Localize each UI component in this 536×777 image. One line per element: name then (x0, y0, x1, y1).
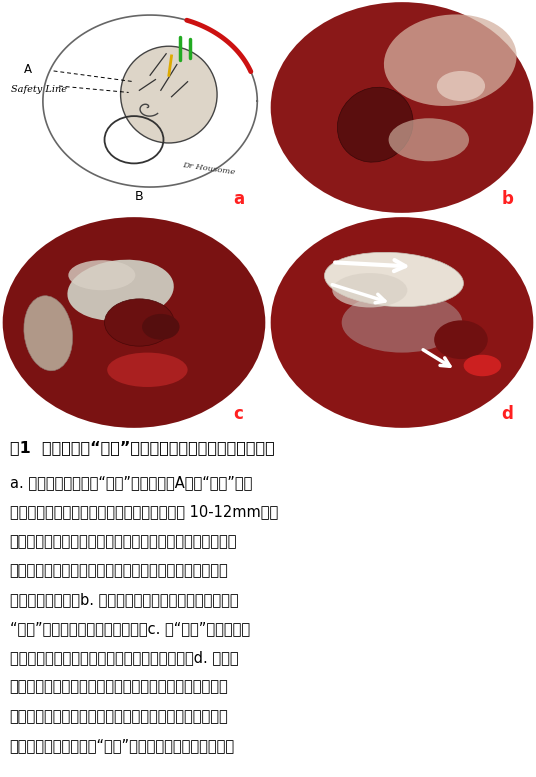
Text: A: A (24, 63, 32, 76)
Text: a: a (233, 190, 244, 208)
Ellipse shape (105, 299, 174, 346)
Text: 径路局限开放乳突后，经由鼓窦伸入内镜观察清除上鼓室: 径路局限开放乳突后，经由鼓窦伸入内镜观察清除上鼓室 (10, 680, 228, 695)
Text: 图1  应用经耳道“锁孔”技术处理上鼓室胆脂瘤（右侧）。: 图1 应用经耳道“锁孔”技术处理上鼓室胆脂瘤（右侧）。 (10, 440, 274, 455)
Circle shape (3, 217, 265, 428)
Ellipse shape (384, 15, 517, 106)
Ellipse shape (121, 46, 217, 143)
Ellipse shape (24, 296, 72, 371)
Ellipse shape (332, 273, 407, 308)
Text: 暴露外耳道内侧所投影的鼓窦空间，即砧骨短脚所在处及: 暴露外耳道内侧所投影的鼓窦空间，即砧骨短脚所在处及 (10, 563, 228, 578)
Circle shape (271, 217, 533, 428)
Text: a. 内镜下经耳道制作“锁孔”的模式图，A线为“锁孔”前缘: a. 内镜下经耳道制作“锁孔”的模式图，A线为“锁孔”前缘 (10, 476, 252, 490)
Ellipse shape (69, 260, 135, 291)
Text: c: c (233, 406, 243, 423)
Text: Dr Housome: Dr Housome (182, 161, 236, 176)
Text: B: B (135, 190, 144, 203)
Text: b: b (501, 190, 513, 208)
Text: Safety Line: Safety Line (11, 85, 66, 95)
Text: 空间的病变，避免了上鼓室外侧壁的骨质磨除。长粗箭头: 空间的病变，避免了上鼓室外侧壁的骨质磨除。长粗箭头 (10, 709, 228, 723)
Ellipse shape (337, 87, 413, 162)
Ellipse shape (324, 253, 464, 307)
Text: 延长线末端处为终点，逐层磨薄外耳道后壁骨质，可以直接: 延长线末端处为终点，逐层磨薄外耳道后壁骨质，可以直接 (10, 534, 237, 549)
Ellipse shape (389, 118, 469, 162)
Text: 后方的鼓窦空间。b. 在耳内镜持续灌流模式下经耳道打开: 后方的鼓窦空间。b. 在耳内镜持续灌流模式下经耳道打开 (10, 592, 239, 607)
Text: 侵犯至鼓窦后，再翻起鼓膜处理中下鼓室病变。d. 经耳后: 侵犯至鼓窦后，再翻起鼓膜处理中下鼓室病变。d. 经耳后 (10, 650, 239, 665)
Ellipse shape (464, 355, 501, 376)
Circle shape (271, 2, 533, 213)
Text: 所指为在乳突内观察的“锁孔”，短粗箭头所指为水平半规: 所指为在乳突内观察的“锁孔”，短粗箭头所指为水平半规 (10, 738, 235, 753)
Text: d: d (501, 406, 513, 423)
Ellipse shape (107, 353, 188, 387)
Text: 的定位线，以锤骨短突为起点，向后上延长约 10-12mm，在: 的定位线，以锤骨短突为起点，向后上延长约 10-12mm，在 (10, 504, 278, 520)
Ellipse shape (142, 314, 180, 340)
Ellipse shape (437, 71, 485, 101)
Ellipse shape (68, 260, 174, 321)
Text: “锁孔”，发现鼓窦内存在胆脂瘤。c. 经“锁孔”确定胆脂瘤: “锁孔”，发现鼓窦内存在胆脂瘤。c. 经“锁孔”确定胆脂瘤 (10, 622, 250, 636)
Ellipse shape (434, 320, 488, 359)
Ellipse shape (342, 292, 462, 353)
